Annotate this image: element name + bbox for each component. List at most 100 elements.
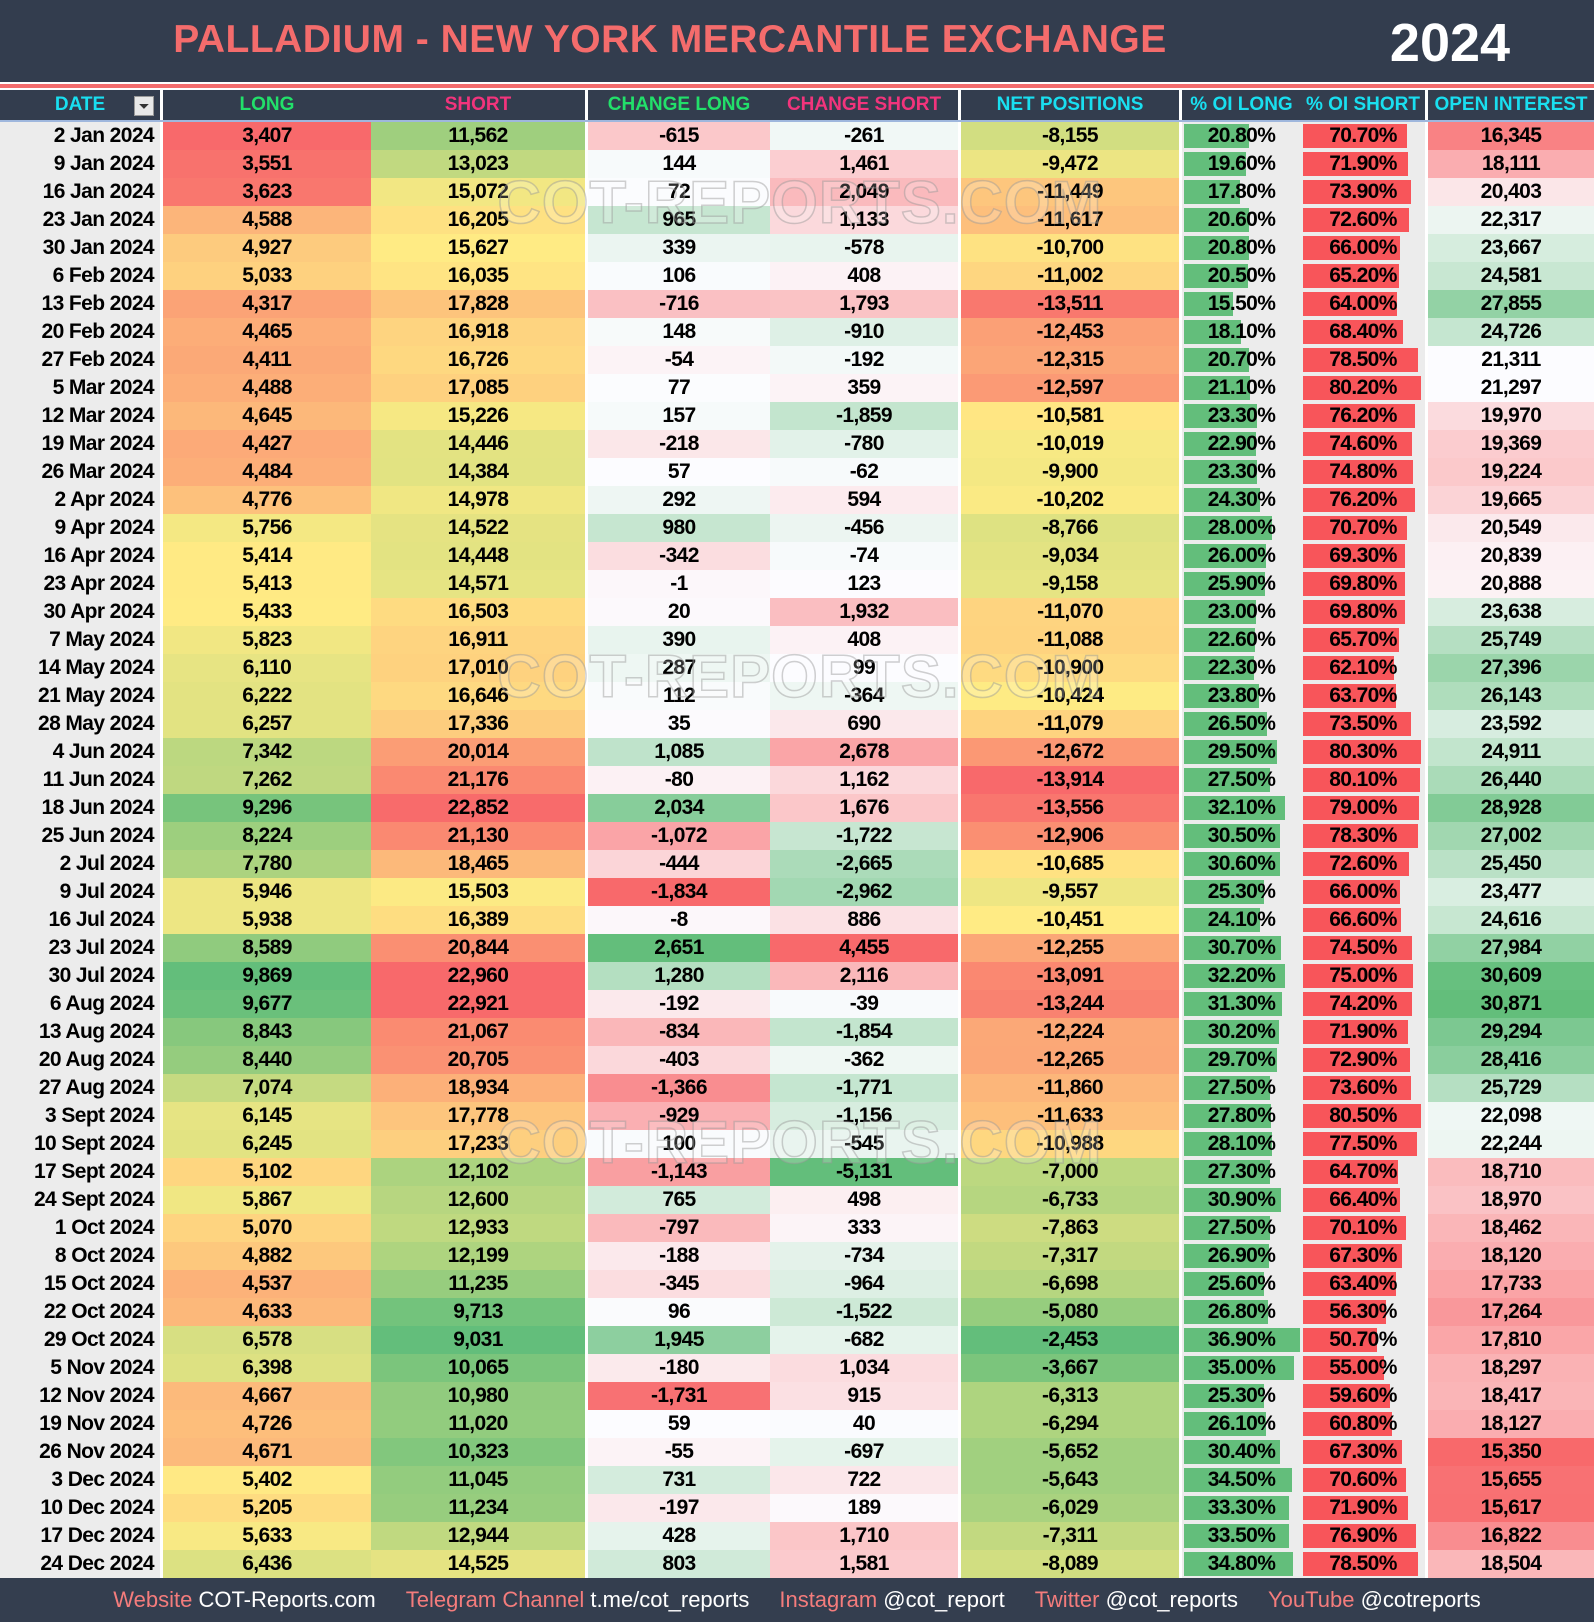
short-cell: 17,336 [371,710,585,738]
table-row: 13 Feb 2024 4,317 17,828 -716 1,793 -13,511 15… [0,290,1594,318]
table-row: 28 May 2024 6,257 17,336 35 690 -11,079 26.50%… [0,710,1594,738]
footer-link-telegram-channel[interactable]: Telegram Channel t.me/cot_reports [406,1587,750,1613]
column-header-net-positions[interactable]: NET POSITIONS [958,90,1179,120]
cell-value: 66.00% [1329,880,1397,903]
net-positions-cell: -5,643 [958,1466,1179,1494]
oi-long-bar [1184,936,1281,960]
open-interest-cell: 17,733 [1425,1270,1594,1298]
short-cell: 18,934 [371,1074,585,1102]
short-cell: 17,233 [371,1130,585,1158]
footer-link-youtube[interactable]: YouTube @cotreports [1268,1587,1481,1613]
change-short-cell: 1,162 [770,766,958,794]
oi-long-bar [1184,404,1257,428]
change-short-cell: 498 [770,1186,958,1214]
column-header-change-short[interactable]: CHANGE SHORT [770,90,958,120]
change-short-cell: 4,455 [770,934,958,962]
cell-value: 72.90% [1329,1048,1397,1071]
oi-short-pct-cell: 75.00% [1301,962,1425,990]
change-long-cell: 965 [585,206,770,234]
cell-value: 30.50% [1207,824,1276,847]
open-interest-cell: 21,297 [1425,374,1594,402]
oi-long-bar [1184,1216,1270,1240]
long-cell: 3,407 [160,122,371,150]
date-cell: 8 Oct 2024 [0,1242,160,1270]
footer-value: @cot_reports [1105,1587,1238,1612]
oi-long-pct-cell: 19.60% [1179,150,1301,178]
column-header-short[interactable]: SHORT [371,90,585,120]
open-interest-cell: 19,970 [1425,402,1594,430]
long-cell: 6,145 [160,1102,371,1130]
oi-short-pct-cell: 50.70% [1301,1326,1425,1354]
cell-value: 70.60% [1329,1468,1397,1491]
short-cell: 20,844 [371,934,585,962]
oi-short-pct-cell: 59.60% [1301,1382,1425,1410]
long-cell: 7,074 [160,1074,371,1102]
column-header-date[interactable]: DATE ⏷ [0,90,160,120]
net-positions-cell: -11,633 [958,1102,1179,1130]
change-long-cell: -8 [585,906,770,934]
date-cell: 3 Dec 2024 [0,1466,160,1494]
footer-link-twitter[interactable]: Twitter @cot_reports [1035,1587,1238,1613]
footer-link-instagram[interactable]: Instagram @cot_report [779,1587,1004,1613]
change-long-cell: 1,085 [585,738,770,766]
cell-value: 24.10% [1207,908,1276,931]
long-cell: 5,070 [160,1214,371,1242]
oi-long-bar [1184,152,1246,176]
short-cell: 11,234 [371,1494,585,1522]
net-positions-cell: -13,914 [958,766,1179,794]
table-row: 6 Feb 2024 5,033 16,035 106 408 -11,002 20.50%… [0,262,1594,290]
footer-value: @cot_report [883,1587,1005,1612]
date-cell: 4 Jun 2024 [0,738,160,766]
oi-long-pct-cell: 33.30% [1179,1494,1301,1522]
table-row: 3 Dec 2024 5,402 11,045 731 722 -5,643 34.50% 7… [0,1466,1594,1494]
net-positions-cell: -6,294 [958,1410,1179,1438]
cell-value: 74.80% [1329,460,1397,483]
column-header-oi-long-pct[interactable]: % OI LONG [1179,90,1301,120]
long-cell: 6,110 [160,654,371,682]
table-row: 8 Oct 2024 4,882 12,199 -188 -734 -7,317 26.90… [0,1242,1594,1270]
cell-value: 69.30% [1329,544,1397,567]
column-header-open-interest[interactable]: OPEN INTEREST [1425,90,1594,120]
column-header-long[interactable]: LONG [160,90,371,120]
table-row: 23 Jul 2024 8,589 20,844 2,651 4,455 -12,255 3… [0,934,1594,962]
net-positions-cell: -12,672 [958,738,1179,766]
long-cell: 4,776 [160,486,371,514]
footer-link-website[interactable]: Website COT-Reports.com [113,1587,375,1613]
open-interest-cell: 20,549 [1425,514,1594,542]
cell-value: 72.60% [1329,852,1397,875]
short-cell: 16,918 [371,318,585,346]
change-short-cell: 1,034 [770,1354,958,1382]
oi-short-bar [1303,768,1420,792]
filter-icon[interactable]: ⏷ [134,96,154,116]
table-row: 30 Apr 2024 5,433 16,503 20 1,932 -11,070 23.0… [0,598,1594,626]
table-row: 11 Jun 2024 7,262 21,176 -80 1,162 -13,914 27.… [0,766,1594,794]
change-long-cell: 292 [585,486,770,514]
oi-long-pct-cell: 26.80% [1179,1298,1301,1326]
net-positions-cell: -10,988 [958,1130,1179,1158]
column-header-change-long[interactable]: CHANGE LONG [585,90,770,120]
oi-long-pct-cell: 30.70% [1179,934,1301,962]
short-cell: 14,522 [371,514,585,542]
oi-long-bar [1184,1412,1266,1436]
table-row: 7 May 2024 5,823 16,911 390 408 -11,088 22.60%… [0,626,1594,654]
long-cell: 6,222 [160,682,371,710]
change-long-cell: 35 [585,710,770,738]
change-long-cell: -1,834 [585,878,770,906]
change-long-cell: 1,945 [585,1326,770,1354]
date-cell: 26 Nov 2024 [0,1438,160,1466]
oi-long-bar [1184,1020,1279,1044]
change-long-cell: -716 [585,290,770,318]
long-cell: 9,296 [160,794,371,822]
change-long-cell: -444 [585,850,770,878]
column-header-oi-short-pct[interactable]: % OI SHORT [1301,90,1425,120]
cell-value: 68.40% [1329,320,1397,343]
cell-value: 77.50% [1329,1132,1397,1155]
table-row: 12 Mar 2024 4,645 15,226 157 -1,859 -10,581 23… [0,402,1594,430]
short-cell: 14,384 [371,458,585,486]
oi-long-bar [1184,180,1240,204]
oi-long-bar [1184,1188,1281,1212]
oi-short-pct-cell: 72.90% [1301,1046,1425,1074]
footer-value: @cotreports [1360,1587,1481,1612]
change-long-cell: -1 [585,570,770,598]
long-cell: 6,436 [160,1550,371,1578]
